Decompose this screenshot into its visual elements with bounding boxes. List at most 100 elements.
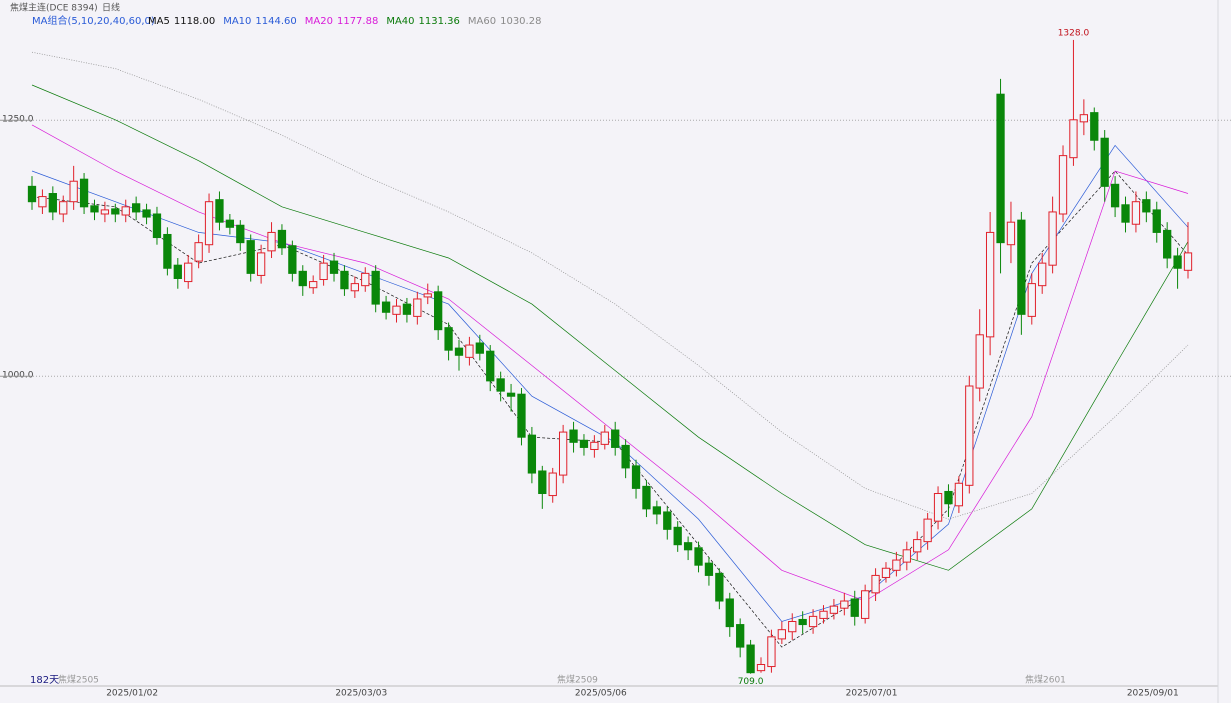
candle-body — [506, 392, 516, 397]
candle-body — [1183, 252, 1193, 271]
candle-body — [704, 562, 714, 576]
candle-body — [486, 350, 495, 382]
candle-body — [756, 663, 766, 672]
candle-body — [225, 219, 235, 228]
candle-body — [736, 624, 745, 648]
candle-body — [329, 260, 339, 274]
candle-body — [1027, 283, 1036, 317]
candle-body — [204, 201, 214, 246]
candle-body — [1079, 114, 1089, 123]
candle-body — [902, 549, 911, 563]
candle-body — [277, 229, 287, 249]
candle-body — [527, 434, 537, 474]
candle-body — [954, 482, 964, 507]
period[interactable]: 日线 — [102, 2, 120, 14]
candle-body — [298, 270, 307, 287]
legend-value: 1144.60 — [255, 16, 296, 27]
candle-body — [871, 574, 880, 594]
candle-body — [965, 385, 974, 486]
candle-body — [829, 605, 839, 614]
contract-label: 焦煤2505 — [58, 674, 99, 686]
candle-body — [1017, 219, 1026, 315]
candle-body — [1069, 119, 1078, 159]
candle-body — [600, 431, 609, 445]
x-tick-label: 2025/05/06 — [575, 689, 627, 699]
y-tick-label: 1250.0 — [2, 114, 34, 124]
candle-body — [79, 178, 89, 208]
candle-body — [142, 209, 151, 218]
candle-body — [663, 511, 672, 530]
candle-body — [1173, 255, 1182, 269]
candle-body — [746, 644, 755, 674]
candle-body — [90, 205, 99, 213]
candle-body — [434, 291, 443, 331]
high-label: 1328.0 — [1058, 28, 1090, 38]
candle-body — [569, 429, 578, 443]
instrument-title: 焦煤主连(DCE 8394) — [10, 2, 98, 14]
candle-body — [350, 283, 359, 292]
candle-body — [361, 272, 370, 287]
candle-body — [673, 526, 682, 546]
candle-body — [69, 180, 78, 203]
candle-body — [850, 598, 859, 617]
candle-body — [215, 199, 224, 223]
candle-body — [788, 620, 797, 633]
legend-value: 1118.00 — [174, 16, 215, 27]
legend-value: 1131.36 — [419, 16, 460, 27]
candle-body — [1163, 229, 1172, 259]
candle-body — [340, 270, 349, 290]
candle-body — [48, 193, 57, 213]
candle-body — [1006, 221, 1016, 246]
candle-body — [173, 264, 182, 279]
candle-body — [256, 252, 266, 276]
candle-body — [100, 209, 110, 215]
candle-body — [465, 344, 474, 358]
candle-body — [1131, 201, 1141, 225]
candle-body — [413, 298, 422, 317]
candle-body — [402, 303, 412, 315]
low-label: 709.0 — [738, 677, 764, 687]
candle-body — [558, 431, 568, 476]
candle-body — [652, 506, 662, 515]
candle-body — [538, 470, 547, 495]
candle-body — [475, 342, 484, 354]
y-tick-label: 1000.0 — [2, 370, 34, 380]
candle-body — [579, 439, 589, 448]
candle-body — [121, 206, 130, 216]
legend-name: MA5 — [148, 16, 170, 27]
legend-value: 1177.88 — [337, 16, 378, 27]
ma-line — [31, 84, 1189, 571]
candle-body — [985, 231, 995, 338]
x-tick-label: 2025/09/01 — [1127, 689, 1179, 699]
candle-body — [131, 203, 141, 213]
ma-line — [31, 124, 1189, 602]
candle-body — [913, 539, 922, 553]
candle-body — [798, 618, 807, 626]
candle-body — [767, 636, 776, 668]
candle-body — [1142, 199, 1151, 213]
candle-body — [861, 590, 870, 619]
candle-body — [392, 305, 401, 315]
candle-body — [288, 245, 297, 274]
candle-body — [621, 444, 630, 469]
candle-body — [777, 629, 786, 640]
candle-body — [267, 231, 276, 252]
candle-body — [194, 242, 203, 262]
candle-body — [1048, 211, 1057, 266]
candle-body — [725, 598, 734, 628]
ma-line — [31, 51, 1189, 520]
x-tick-label: 2025/03/03 — [335, 689, 387, 699]
candle-body — [683, 542, 693, 551]
candle-body — [819, 610, 828, 619]
candle-body — [933, 493, 943, 522]
candle-body — [319, 262, 328, 281]
candle-body — [454, 347, 464, 356]
candle-body — [1121, 204, 1130, 223]
candle-body — [631, 465, 641, 489]
candle-body — [1090, 112, 1099, 141]
candle-body — [996, 93, 1005, 244]
candle-body — [27, 185, 37, 203]
ma-group[interactable]: MA组合(5,10,20,40,60,0) — [32, 14, 155, 27]
candle-body — [496, 378, 505, 392]
